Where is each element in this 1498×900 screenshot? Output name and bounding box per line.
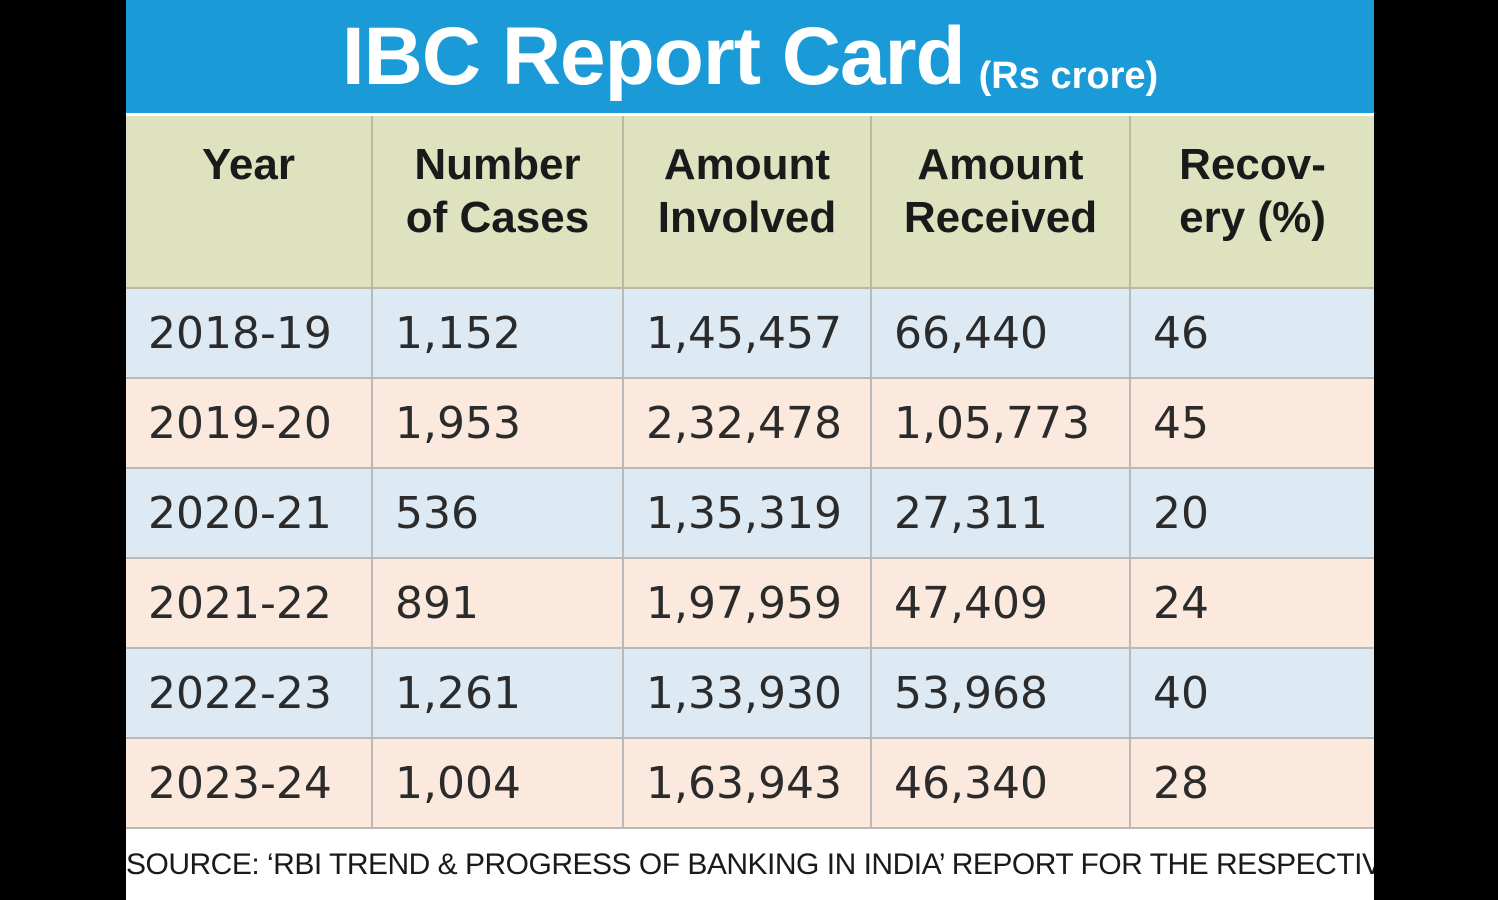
table-row: 2022-23 1,261 1,33,930 53,968 40 (126, 648, 1374, 739)
cell-recovery: 24 (1130, 558, 1374, 649)
table-row: 2019-20 1,953 2,32,478 1,05,773 45 (126, 378, 1374, 469)
cell-cases: 1,261 (372, 648, 624, 739)
source-note: SOURCE: ‘RBI TREND & PROGRESS OF BANKING… (126, 830, 1374, 900)
header-row: Year Number of Cases Amount Involved Amo… (126, 116, 1374, 289)
cell-year: 2020-21 (126, 468, 373, 559)
cell-cases: 536 (372, 468, 624, 559)
cell-involved: 1,45,457 (623, 288, 872, 379)
cell-year: 2021-22 (126, 558, 373, 649)
cell-received: 47,409 (871, 558, 1131, 649)
title-bar: IBC Report Card (Rs crore) (126, 0, 1374, 113)
cell-recovery: 20 (1130, 468, 1374, 559)
cell-recovery: 45 (1130, 378, 1374, 469)
cell-involved: 1,33,930 (623, 648, 872, 739)
column-header-cases: Number of Cases (372, 116, 624, 289)
cell-year: 2019-20 (126, 378, 373, 469)
table-row: 2021-22 891 1,97,959 47,409 24 (126, 558, 1374, 649)
cell-involved: 1,97,959 (623, 558, 872, 649)
chart-title: IBC Report Card (341, 11, 966, 102)
column-header-involved: Amount Involved (623, 116, 872, 289)
table-row: 2023-24 1,004 1,63,943 46,340 28 (126, 738, 1374, 829)
cell-received: 53,968 (871, 648, 1131, 739)
cell-year: 2023-24 (126, 738, 373, 829)
cell-recovery: 40 (1130, 648, 1374, 739)
column-header-recovery: Recov- ery (%) (1130, 116, 1374, 289)
column-header-year: Year (126, 116, 373, 289)
cell-year: 2022-23 (126, 648, 373, 739)
cell-cases: 1,152 (372, 288, 624, 379)
cell-involved: 2,32,478 (623, 378, 872, 469)
column-header-received: Amount Received (871, 116, 1131, 289)
cell-involved: 1,35,319 (623, 468, 872, 559)
cell-recovery: 28 (1130, 738, 1374, 829)
table-row: 2020-21 536 1,35,319 27,311 20 (126, 468, 1374, 559)
report-table: Year Number of Cases Amount Involved Amo… (126, 116, 1374, 829)
table-row: 2018-19 1,152 1,45,457 66,440 46 (126, 288, 1374, 379)
cell-received: 46,340 (871, 738, 1131, 829)
cell-cases: 891 (372, 558, 624, 649)
unit-label: (Rs crore) (978, 55, 1159, 97)
cell-year: 2018-19 (126, 288, 373, 379)
cell-cases: 1,004 (372, 738, 624, 829)
cell-received: 1,05,773 (871, 378, 1131, 469)
report-card: IBC Report Card (Rs crore) Year Number of… (126, 0, 1374, 900)
cell-involved: 1,63,943 (623, 738, 872, 829)
cell-cases: 1,953 (372, 378, 624, 469)
cell-received: 66,440 (871, 288, 1131, 379)
cell-recovery: 46 (1130, 288, 1374, 379)
cell-received: 27,311 (871, 468, 1131, 559)
